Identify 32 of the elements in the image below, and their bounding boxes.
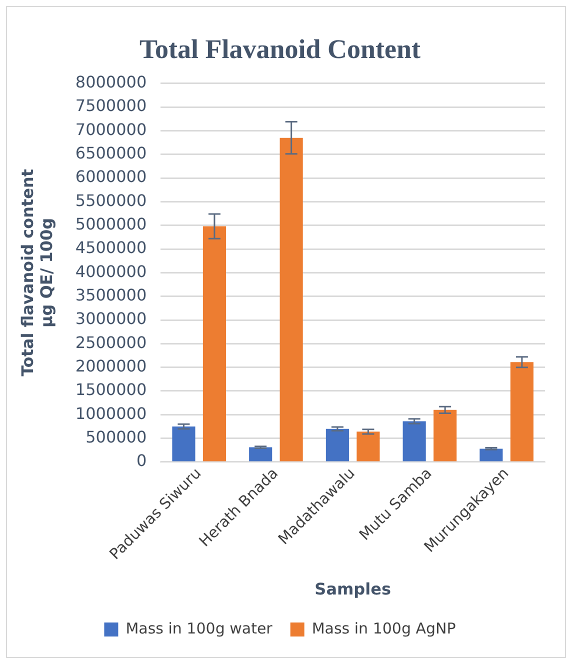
y-tick-label: 7000000 — [75, 120, 147, 139]
y-tick-label: 5000000 — [75, 214, 147, 234]
y-axis-title: Total flavanoid content µg QE/ 100g — [18, 168, 56, 376]
y-tick-label: 6500000 — [75, 144, 147, 163]
bar — [172, 426, 196, 462]
y-tick-label: 8000000 — [75, 72, 147, 92]
y-tick-label: 1500000 — [75, 380, 147, 400]
bar — [434, 410, 457, 462]
bar — [249, 447, 272, 462]
x-axis-title: Samples — [314, 580, 391, 599]
y-tick-label: 0 — [136, 451, 147, 470]
y-tick-label: 500000 — [86, 427, 147, 446]
y-tick-label: 4500000 — [75, 238, 147, 258]
bar — [356, 432, 380, 462]
y-tick-label: 4000000 — [75, 262, 147, 281]
bar — [280, 138, 303, 462]
bar — [326, 428, 349, 462]
bar — [402, 421, 426, 462]
y-tick-label: 3500000 — [75, 286, 147, 304]
chart-title: Total Flavanoid Content — [139, 34, 421, 64]
y-tick-label: 7500000 — [75, 96, 147, 116]
bar — [202, 226, 226, 462]
y-tick-label: 1000000 — [75, 404, 147, 423]
bar — [480, 448, 503, 462]
bar — [510, 362, 534, 462]
y-tick-label: 6000000 — [75, 167, 147, 186]
y-tick-label: 2000000 — [75, 356, 147, 376]
y-tick-label: 3000000 — [75, 309, 147, 328]
y-tick-label: 5500000 — [75, 190, 147, 210]
legend-label: Mass in 100g water — [126, 619, 274, 638]
legend-label: Mass in 100g AgNP — [312, 619, 456, 638]
y-tick-label: 2500000 — [75, 332, 147, 352]
